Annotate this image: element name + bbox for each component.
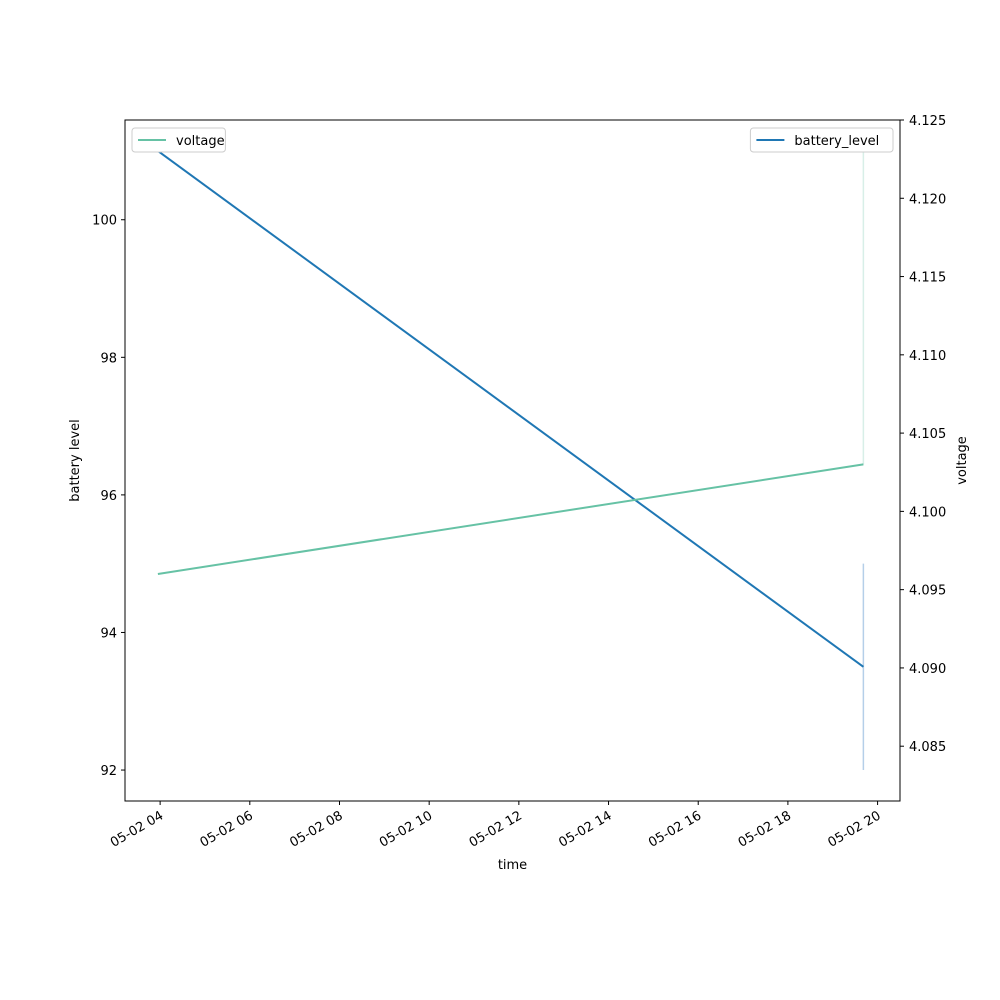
x-axis: 05-02 04 05-02 06 05-02 08 05-02 10 05-02 12…	[108, 801, 884, 851]
y-axis-left: 92 94 96 98 100	[92, 214, 125, 779]
x-tick-label: 05-02 20	[825, 808, 883, 850]
legend-box	[749, 127, 894, 153]
y-tick-label-right: 4.085	[909, 740, 946, 755]
y-tick-label-right: 4.125	[909, 114, 946, 129]
legend-battery-level: battery_level	[749, 127, 894, 153]
legend-box	[131, 127, 226, 153]
plot-area	[157, 150, 865, 771]
y-tick-label-right: 4.110	[909, 349, 946, 364]
y-tick-label-right: 4.095	[909, 584, 946, 599]
legend: voltage battery_level	[131, 127, 894, 153]
y-tick-label-right: 4.105	[909, 427, 946, 442]
x-tick-label: 05-02 06	[198, 808, 256, 850]
x-tick-label: 05-02 18	[736, 808, 794, 850]
x-tick-label: 05-02 14	[556, 808, 614, 850]
y-tick-label-right: 4.100	[909, 505, 946, 520]
y-tick-label: 94	[100, 626, 117, 641]
legend-voltage: voltage	[131, 127, 226, 153]
x-axis-label: time	[498, 858, 527, 873]
y-tick-label-right: 4.120	[909, 192, 946, 207]
x-tick-label: 05-02 10	[377, 808, 435, 850]
series-line-battery-level	[157, 150, 864, 668]
y-tick-label-right: 4.115	[909, 271, 946, 286]
legend-label: voltage	[176, 134, 225, 149]
y-tick-label: 98	[100, 351, 117, 366]
plot-frame	[124, 119, 901, 802]
legend-label: battery_level	[794, 134, 879, 149]
y-tick-label: 96	[100, 489, 117, 504]
series-line-voltage	[157, 463, 864, 575]
y-tick-label: 100	[92, 214, 117, 229]
x-tick-label: 05-02 04	[108, 808, 166, 850]
x-tick-label: 05-02 12	[467, 808, 525, 850]
y-tick-label: 92	[100, 764, 117, 779]
x-tick-label: 05-02 16	[646, 808, 704, 850]
x-tick-label: 05-02 08	[287, 808, 345, 850]
y-axis-label-right: voltage	[955, 436, 970, 485]
y-axis-right: 4.085 4.090 4.095 4.100 4.105 4.110 4.115 4.120…	[900, 114, 946, 755]
y-tick-label-right: 4.090	[909, 662, 946, 677]
y-axis-label-left: battery level	[68, 419, 83, 502]
